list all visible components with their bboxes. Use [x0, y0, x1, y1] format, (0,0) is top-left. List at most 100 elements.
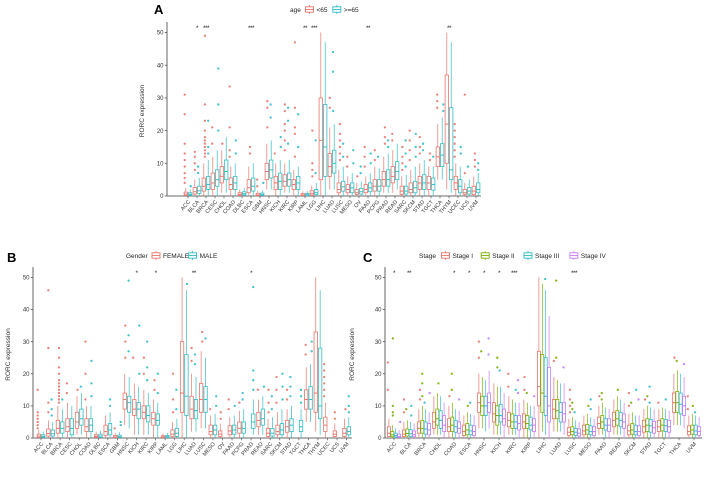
- x-tick-label: SKCM: [623, 441, 638, 457]
- boxplot: [630, 412, 635, 438]
- significance-mark: ***: [248, 25, 255, 32]
- outlier-point: [402, 411, 406, 414]
- boxplot: [611, 399, 616, 435]
- legend-entry-label: FEMALE: [163, 253, 190, 260]
- boxplot: [412, 423, 416, 438]
- boxplot: [427, 412, 431, 438]
- boxplot: [682, 376, 687, 429]
- outlier-point: [338, 139, 342, 142]
- outlier-point: [275, 401, 278, 404]
- outlier-point: [190, 346, 193, 350]
- outlier-point: [383, 142, 387, 145]
- box: [256, 411, 261, 428]
- boxplot: [260, 190, 265, 196]
- boxplot: [536, 277, 541, 438]
- x-tick-label: KICH: [490, 441, 503, 455]
- boxplot: [113, 432, 118, 439]
- box: [336, 182, 341, 194]
- box: [174, 427, 179, 437]
- outlier-point: [311, 129, 314, 132]
- outlier-point: [402, 398, 406, 401]
- outlier-point: [211, 126, 214, 129]
- legend-entry-label: Stage IV: [581, 253, 607, 260]
- boxplot: [60, 409, 65, 438]
- outlier-point: [418, 145, 421, 149]
- outlier-point: [252, 379, 255, 382]
- outlier-point: [568, 388, 572, 391]
- outlier-point: [691, 404, 694, 408]
- outlier-point: [404, 165, 407, 168]
- outlier-point: [57, 395, 61, 398]
- boxplot: [305, 191, 310, 197]
- boxplot: [165, 433, 170, 439]
- box: [472, 425, 476, 436]
- outlier-point: [156, 391, 159, 395]
- outlier-point: [532, 395, 536, 398]
- boxplot: [122, 373, 127, 426]
- legend-title: Gender: [126, 253, 149, 260]
- boxplot: [359, 181, 364, 196]
- boxplot: [413, 166, 418, 196]
- outlier-point: [270, 395, 273, 398]
- box: [372, 179, 377, 192]
- outlier-point: [408, 158, 411, 162]
- outlier-point: [217, 129, 220, 132]
- outlier-point: [233, 404, 236, 408]
- outlier-point: [323, 369, 326, 372]
- outlier-point: [442, 103, 445, 106]
- box: [408, 429, 413, 437]
- outlier-point: [65, 382, 69, 385]
- boxplot: [596, 405, 601, 435]
- outlier-point: [352, 162, 355, 165]
- outlier-point: [421, 382, 424, 385]
- boxplot: [136, 386, 141, 435]
- box: [422, 174, 427, 190]
- outlier-point: [189, 185, 192, 188]
- x-tick-label: LUSC: [564, 441, 578, 456]
- outlier-point: [477, 340, 481, 343]
- outlier-point: [437, 382, 440, 385]
- y-tick-label: 20: [23, 372, 30, 378]
- outlier-point: [215, 395, 218, 398]
- boxplot: [588, 417, 593, 438]
- box: [675, 391, 680, 413]
- boxplot: [314, 182, 319, 196]
- significance-mark: ***: [511, 270, 518, 277]
- boxplot: [372, 166, 377, 196]
- boxplot: [246, 166, 251, 196]
- outlier-point: [293, 155, 297, 158]
- boxplot: [468, 413, 473, 438]
- box: [342, 427, 347, 437]
- boxplot: [417, 163, 422, 196]
- box: [219, 166, 224, 184]
- boxplot: [462, 182, 467, 196]
- outlier-point: [241, 398, 244, 401]
- boxplot: [405, 420, 410, 438]
- boxplot: [487, 370, 492, 429]
- outlier-point: [47, 411, 50, 414]
- boxplot: [435, 124, 440, 180]
- boxplot: [633, 415, 638, 438]
- outlier-point: [552, 359, 556, 363]
- boxplot: [585, 413, 590, 438]
- outlier-point: [285, 388, 289, 391]
- outlier-point: [119, 420, 122, 424]
- box: [471, 185, 476, 195]
- boxplot: [697, 417, 702, 438]
- boxplot: [558, 383, 563, 432]
- box: [462, 189, 467, 195]
- boxplot: [603, 407, 608, 438]
- outlier-point: [616, 388, 619, 391]
- outlier-point: [637, 398, 640, 401]
- boxplot: [547, 315, 552, 438]
- box: [536, 350, 541, 407]
- boxplot: [341, 166, 346, 196]
- outlier-point: [267, 388, 270, 391]
- boxplot: [675, 370, 680, 426]
- box: [630, 423, 635, 435]
- boxplot: [381, 156, 386, 193]
- boxplot: [377, 168, 382, 196]
- outlier-point: [525, 391, 528, 395]
- box: [656, 419, 661, 432]
- boxplot: [127, 376, 132, 429]
